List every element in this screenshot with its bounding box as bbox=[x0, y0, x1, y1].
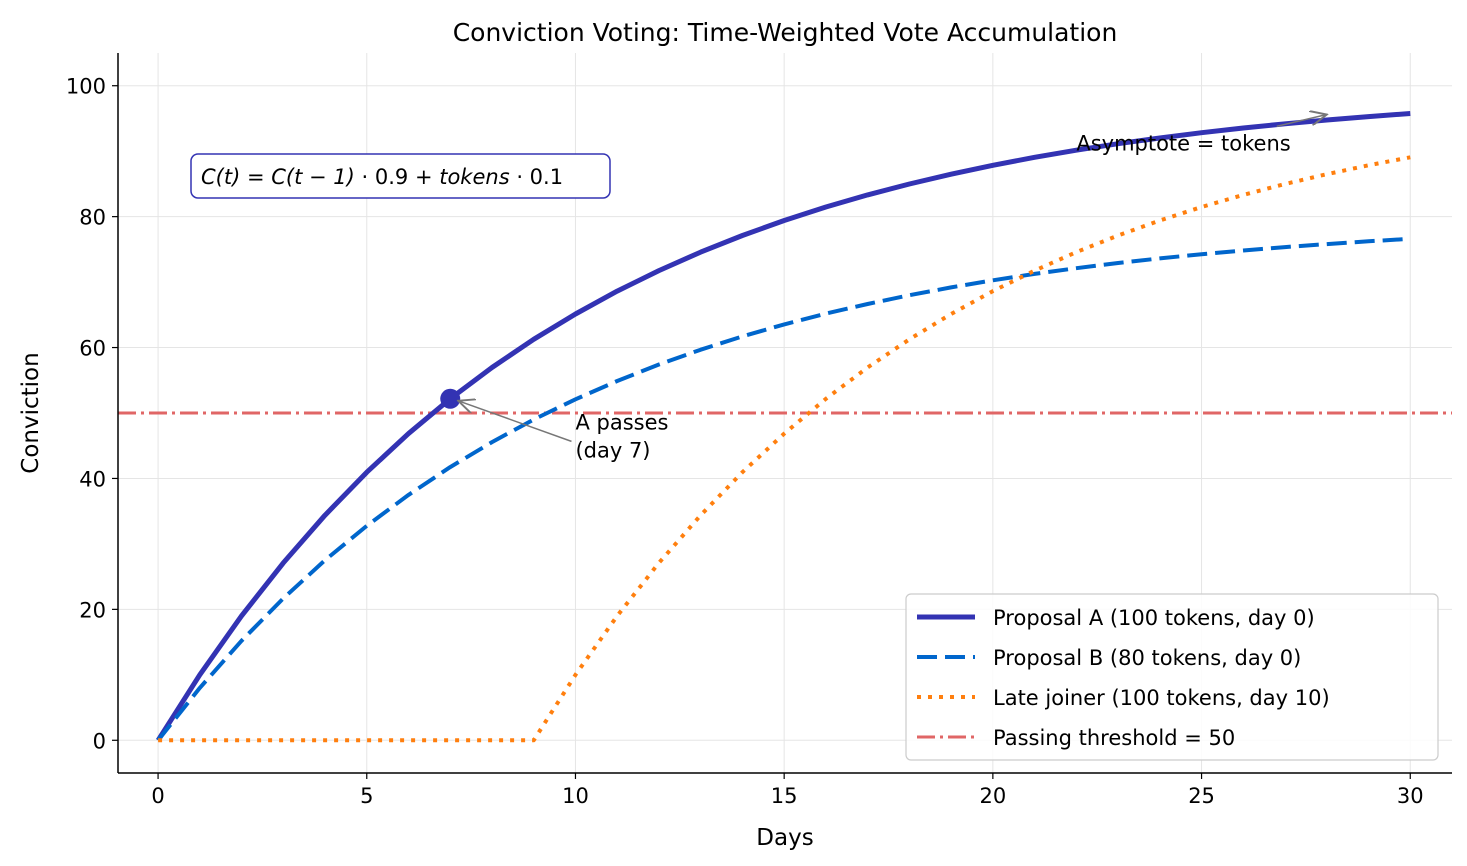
annotation-arrow bbox=[458, 401, 572, 443]
y-axis-label: Conviction bbox=[18, 352, 44, 473]
y-tick-label: 0 bbox=[93, 729, 106, 753]
formula-box bbox=[190, 153, 611, 199]
legend-label: Proposal B (80 tokens, day 0) bbox=[993, 646, 1301, 670]
y-tick-label: 100 bbox=[66, 75, 106, 99]
formula-text: C(t) = C(t − 1) · 0.9 + tokens · 0.1 bbox=[201, 165, 563, 189]
y-tick-label: 80 bbox=[79, 206, 106, 230]
formula-part: C(t − 1) bbox=[271, 165, 355, 189]
legend-label: Late joiner (100 tokens, day 10) bbox=[993, 686, 1330, 710]
annotation-text: A passes bbox=[575, 410, 668, 434]
legend-label: Proposal A (100 tokens, day 0) bbox=[993, 606, 1315, 630]
x-axis-label: Days bbox=[756, 825, 813, 851]
annotation-text: Asymptote = tokens bbox=[1076, 132, 1290, 156]
x-tick-label: 15 bbox=[771, 784, 798, 808]
legend-box bbox=[905, 593, 1439, 761]
x-tick-label: 30 bbox=[1397, 784, 1424, 808]
annotation-text: (day 7) bbox=[575, 438, 650, 462]
formula-part: tokens bbox=[439, 165, 509, 189]
annotation-arrow bbox=[1276, 115, 1327, 128]
passing-marker bbox=[440, 388, 461, 409]
y-tick-label: 60 bbox=[79, 337, 106, 361]
y-tick-label: 40 bbox=[79, 467, 106, 491]
x-tick-label: 5 bbox=[360, 784, 373, 808]
legend-label: Passing threshold = 50 bbox=[993, 726, 1235, 750]
series-line-1 bbox=[155, 111, 1411, 742]
x-tick-label: 25 bbox=[1188, 784, 1215, 808]
x-tick-label: 20 bbox=[979, 784, 1006, 808]
series-group bbox=[155, 111, 1411, 743]
y-tick-label: 20 bbox=[79, 598, 106, 622]
formula-part: C(t) bbox=[201, 165, 240, 189]
chart-title: Conviction Voting: Time-Weighted Vote Ac… bbox=[453, 18, 1118, 47]
series-line-3 bbox=[158, 155, 1411, 743]
x-tick-label: 10 bbox=[562, 784, 589, 808]
formula-part: · 0.1 bbox=[510, 165, 563, 189]
formula-part: = bbox=[240, 165, 271, 189]
series-line-2 bbox=[156, 236, 1411, 742]
formula-part: · 0.9 + bbox=[355, 165, 439, 189]
x-tick-label: 0 bbox=[151, 784, 164, 808]
